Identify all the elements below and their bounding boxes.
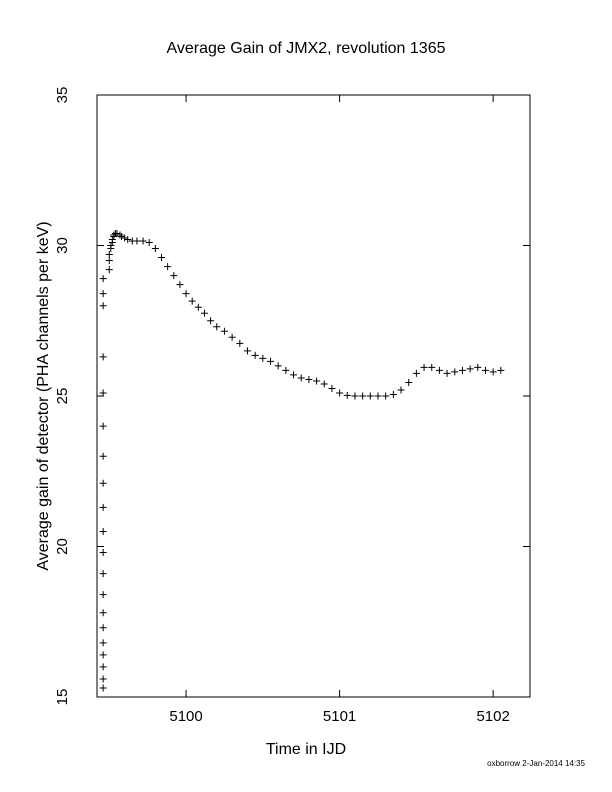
data-point	[443, 369, 451, 377]
data-point	[412, 369, 420, 377]
data-point	[474, 363, 482, 371]
data-point	[118, 232, 126, 240]
chart-title: Average Gain of JMX2, revolution 1365	[167, 40, 446, 57]
y-tick-label: 25	[54, 388, 71, 405]
data-point	[151, 245, 159, 253]
data-point	[113, 229, 121, 237]
data-point	[176, 281, 184, 289]
data-point	[389, 390, 397, 398]
data-point	[374, 392, 382, 400]
data-point	[435, 366, 443, 374]
data-point	[170, 272, 178, 280]
data-point	[213, 323, 221, 331]
data-point	[105, 251, 113, 259]
data-point	[320, 380, 328, 388]
data-point	[121, 234, 129, 242]
data-point	[366, 392, 374, 400]
data-point	[359, 392, 367, 400]
data-point	[145, 238, 153, 246]
data-point	[124, 235, 132, 243]
data-point	[99, 527, 107, 535]
x-tick-label: 5101	[323, 708, 356, 725]
y-axis-label: Average gain of detector (PHA channels p…	[35, 221, 52, 570]
data-point	[290, 371, 298, 379]
data-point	[133, 237, 141, 245]
data-point	[313, 377, 321, 385]
data-point	[116, 231, 124, 239]
data-point	[99, 624, 107, 632]
data-point	[99, 275, 107, 283]
data-point	[274, 362, 282, 370]
data-point	[382, 392, 390, 400]
x-axis-label: Time in IJD	[266, 741, 346, 758]
data-point	[99, 422, 107, 430]
data-point	[420, 363, 428, 371]
x-tick-label: 5102	[476, 708, 509, 725]
data-point	[99, 290, 107, 298]
data-point	[99, 675, 107, 683]
y-tick-label: 15	[54, 689, 71, 706]
data-point	[107, 242, 115, 249]
data-point	[236, 339, 244, 347]
tick-labels: 5100 5101 5102 15 20 25 30 35	[54, 87, 510, 725]
data-point	[99, 684, 107, 692]
data-point	[267, 357, 275, 365]
data-point	[282, 366, 290, 374]
data-point	[481, 366, 489, 374]
data-point	[405, 378, 413, 386]
data-point	[228, 333, 236, 341]
x-tick-label: 5100	[169, 708, 202, 725]
y-tick-label: 35	[54, 87, 71, 104]
data-point	[259, 354, 267, 362]
data-point	[207, 317, 215, 325]
data-point	[99, 549, 107, 557]
footer-stamp: oxborrow 2-Jan-2014 14:35	[487, 759, 585, 768]
data-point	[466, 365, 474, 373]
data-point	[182, 290, 190, 298]
data-point	[157, 254, 165, 262]
data-point	[351, 392, 359, 400]
data-point	[251, 351, 259, 359]
data-point	[108, 235, 116, 243]
data-point	[397, 386, 405, 394]
axis-ticks	[97, 94, 530, 698]
data-point	[105, 266, 113, 274]
data-point	[328, 384, 336, 392]
data-point	[497, 366, 505, 374]
data-point	[99, 353, 107, 361]
data-point	[99, 389, 107, 397]
data-point	[99, 591, 107, 599]
data-point	[110, 231, 118, 239]
y-tick-label: 30	[54, 237, 71, 254]
data-point	[343, 391, 351, 399]
data-point	[188, 297, 196, 305]
data-point	[99, 651, 107, 659]
data-point	[194, 303, 202, 311]
data-points	[99, 229, 505, 692]
data-point	[305, 375, 313, 383]
data-point	[105, 257, 113, 265]
data-point	[489, 368, 497, 376]
data-point	[99, 302, 107, 310]
data-point	[243, 347, 251, 355]
data-point	[99, 663, 107, 671]
data-point	[200, 309, 208, 317]
data-point	[336, 389, 344, 397]
y-tick-label: 20	[54, 538, 71, 555]
data-point	[99, 452, 107, 460]
data-point	[99, 609, 107, 617]
data-point	[458, 366, 466, 374]
data-point	[99, 503, 107, 511]
data-point	[451, 368, 459, 376]
data-point	[428, 363, 436, 371]
data-point	[99, 570, 107, 578]
data-point	[297, 374, 305, 382]
data-point	[99, 479, 107, 487]
data-point	[164, 263, 172, 271]
data-point	[139, 237, 147, 245]
plot-frame	[96, 94, 531, 698]
data-point	[99, 639, 107, 647]
data-point	[220, 327, 228, 335]
